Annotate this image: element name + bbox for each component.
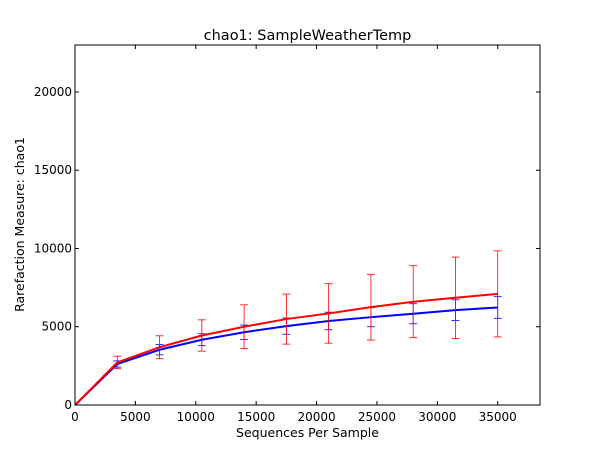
series-layer (74, 250, 502, 406)
y-tick-label: 0 (64, 398, 72, 412)
y-tick-label: 20000 (34, 85, 72, 99)
y-tick-label: 10000 (34, 241, 72, 255)
y-axis-label: Rarefaction Measure: chao1 (12, 137, 27, 312)
series-1 (74, 250, 502, 406)
y-axis-ticks: 0 5000 10000 15000 20000 (34, 85, 540, 412)
y-tick-label: 5000 (41, 320, 72, 334)
x-tick-label: 30000 (418, 410, 456, 424)
x-axis-label: Sequences Per Sample (236, 425, 379, 440)
x-tick-label: 25000 (358, 410, 396, 424)
x-tick-label: 0 (71, 410, 79, 424)
x-tick-label: 35000 (479, 410, 517, 424)
series-line (74, 292, 498, 406)
chart-title: chao1: SampleWeatherTemp (204, 28, 412, 44)
x-axis-ticks: 0 5000 10000 15000 20000 25000 30000 35000 (71, 45, 517, 424)
y-tick-label: 15000 (34, 163, 72, 177)
x-tick-label: 15000 (237, 410, 275, 424)
x-tick-label: 5000 (120, 410, 151, 424)
plot-frame (74, 44, 541, 406)
x-tick-label: 20000 (297, 410, 335, 424)
x-tick-label: 10000 (177, 410, 215, 424)
